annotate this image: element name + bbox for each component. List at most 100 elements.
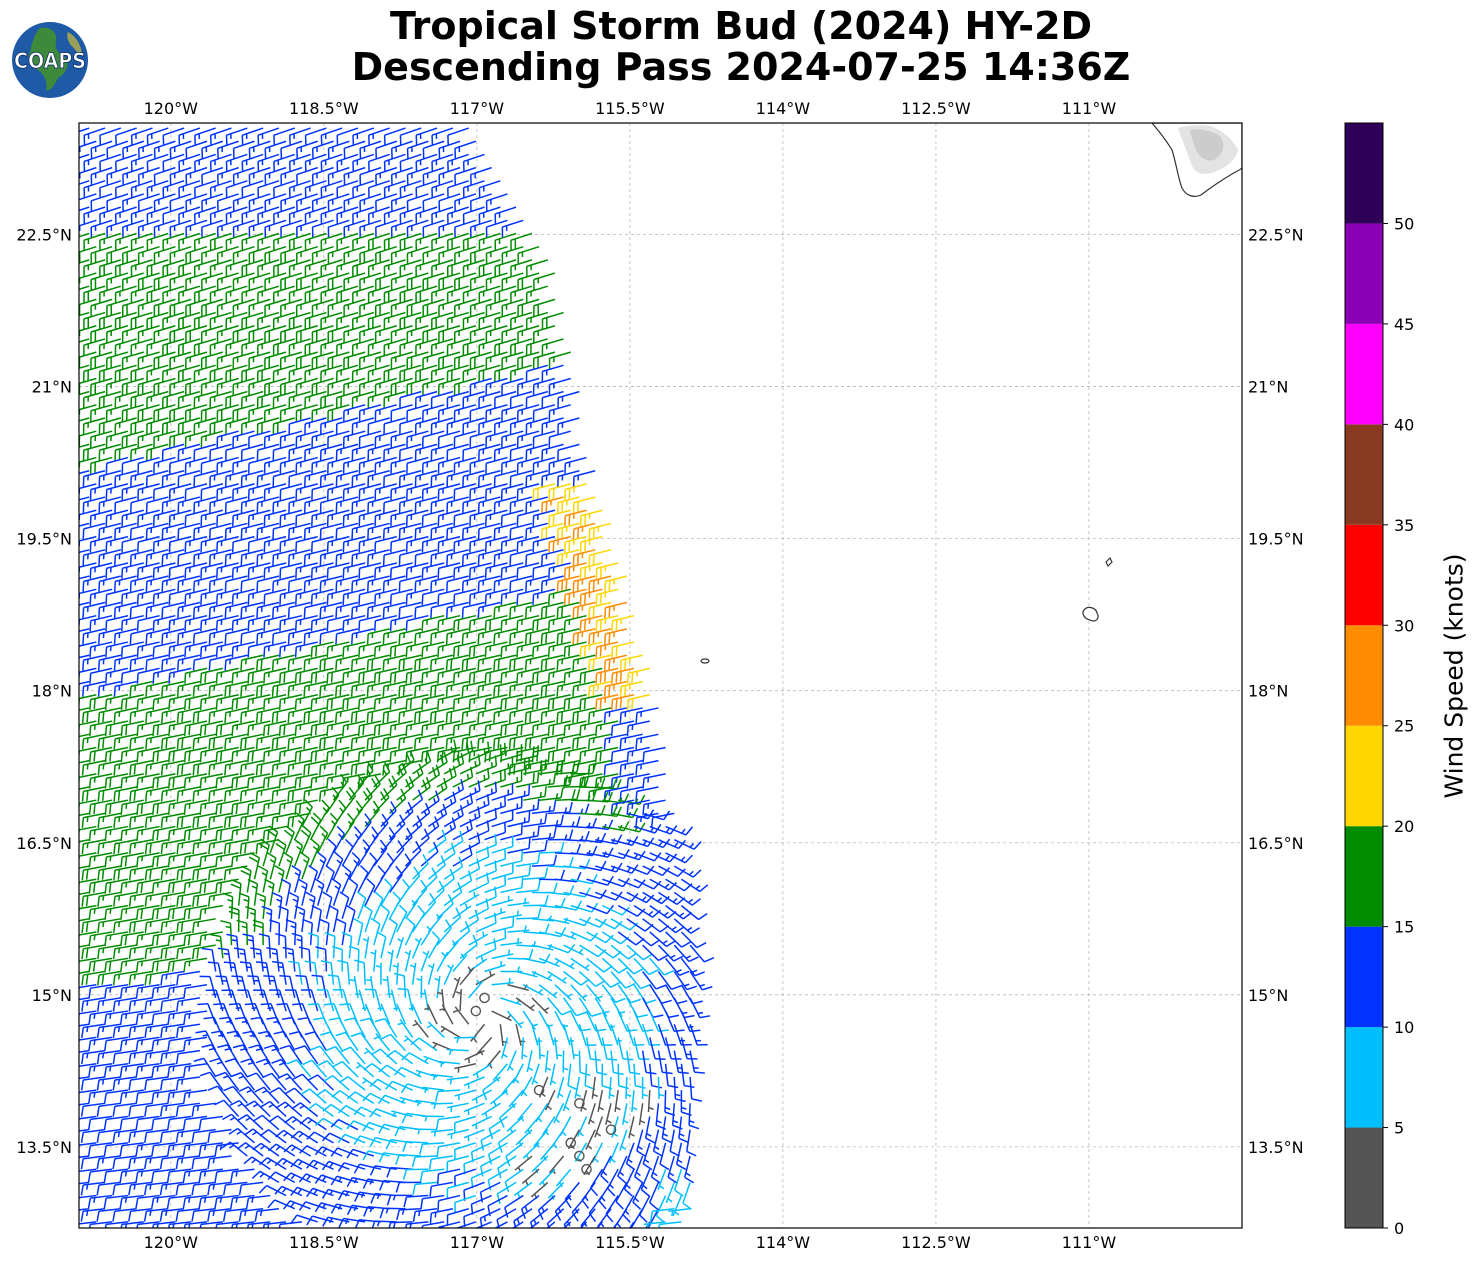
- wind-barb: [225, 180, 248, 199]
- wind-barb: [193, 259, 216, 277]
- wind-barb: [446, 311, 469, 330]
- wind-barb: [130, 127, 153, 146]
- wind-barb: [90, 298, 113, 317]
- wind-barb: [343, 325, 366, 343]
- lon-tick-label-top: 120°W: [144, 99, 199, 118]
- wind-barb: [311, 140, 334, 159]
- colorbar-tick-label: 50: [1394, 214, 1414, 233]
- lon-tick-label-bottom: 115.5°W: [595, 1233, 665, 1252]
- wind-barb: [327, 245, 350, 264]
- wind-barb: [311, 219, 334, 238]
- wind-barb: [114, 259, 137, 277]
- wind-barb: [137, 193, 160, 212]
- wind-barb: [122, 140, 145, 159]
- wind-barb: [121, 298, 144, 317]
- wind-barb: [169, 351, 192, 369]
- wind-barb: [185, 140, 208, 159]
- wind-barb: [194, 127, 216, 146]
- colorbar-tick-label: 0: [1394, 1219, 1404, 1238]
- wind-barb: [273, 259, 295, 277]
- wind-barb: [153, 166, 176, 185]
- wind-barb: [194, 180, 216, 199]
- wind-barb: [327, 166, 350, 185]
- wind-barb: [399, 311, 422, 330]
- wind-barb: [79, 311, 90, 317]
- colorbar-bin: [1345, 725, 1383, 827]
- wind-barb: [130, 259, 153, 277]
- wind-barb: [257, 232, 280, 251]
- wind-barb: [193, 338, 216, 356]
- wind-barb: [430, 338, 454, 356]
- wind-barb: [216, 245, 239, 264]
- wind-barb: [478, 259, 501, 277]
- wind-barb: [248, 351, 271, 369]
- wind-barb: [447, 206, 469, 225]
- wind-barb: [438, 140, 461, 159]
- wind-barb: [114, 232, 137, 251]
- lon-tick-label-bottom: 112.5°W: [901, 1233, 971, 1252]
- wind-barb: [106, 193, 129, 212]
- colorbar-bin: [1345, 625, 1383, 726]
- wind-barb: [193, 285, 216, 304]
- wind-barb: [336, 127, 359, 146]
- wind-barb: [304, 338, 327, 356]
- wind-barb: [501, 272, 524, 290]
- wind-barb: [367, 232, 390, 251]
- wind-barb: [462, 206, 485, 225]
- wind-barb: [200, 351, 224, 369]
- wind-barb: [295, 298, 318, 317]
- wind-barb: [295, 245, 318, 264]
- wind-barb: [320, 127, 343, 146]
- wind-barb: [469, 298, 492, 317]
- wind-barb: [232, 166, 255, 185]
- wind-barb: [343, 298, 366, 317]
- wind-barb: [469, 325, 492, 343]
- wind-barb: [232, 245, 255, 264]
- wind-barb: [296, 140, 318, 159]
- wind-barb: [415, 127, 438, 146]
- wind-barb: [343, 140, 366, 159]
- wind-barb: [114, 285, 137, 304]
- wind-barb: [272, 285, 295, 304]
- wind-barb: [146, 285, 169, 304]
- wind-barb: [83, 206, 106, 225]
- wind-barb: [232, 272, 255, 290]
- wind-barb: [469, 219, 492, 238]
- wind-barb: [517, 325, 540, 343]
- wind-barb: [225, 153, 248, 172]
- wind-barb: [153, 325, 176, 343]
- wind-barb: [169, 193, 192, 212]
- wind-barb: [351, 338, 375, 356]
- wind-barb: [288, 232, 311, 251]
- wind-barb: [137, 298, 160, 317]
- wind-barb: [494, 311, 517, 330]
- wind-barb: [178, 206, 201, 225]
- wind-barb: [311, 166, 334, 185]
- wind-barb: [106, 219, 129, 238]
- wind-barb: [280, 166, 303, 185]
- wind-barb: [264, 325, 287, 343]
- wind-barb: [257, 127, 280, 146]
- wind-barb: [106, 351, 129, 369]
- wind-barb: [225, 232, 248, 251]
- wind-barb: [162, 153, 185, 172]
- wind-barb: [478, 180, 501, 199]
- wind-barb: [162, 180, 185, 199]
- colorbar-ticks: 0 5 10 15 20 25 30 35 40 45 50: [1383, 214, 1414, 1238]
- wind-barb: [257, 285, 280, 304]
- wind-barb: [273, 232, 295, 251]
- wind-barb: [185, 245, 208, 264]
- wind-barb: [406, 219, 429, 238]
- wind-barb: [406, 193, 429, 212]
- wind-barb: [257, 311, 280, 330]
- wind-barb: [83, 232, 106, 251]
- wind-barb: [162, 285, 185, 304]
- wind-barb: [130, 311, 153, 330]
- wind-barb: [169, 325, 192, 343]
- colorbar-bin: [1345, 424, 1383, 525]
- wind-barb: [415, 180, 438, 199]
- wind-barb: [304, 206, 327, 225]
- wind-barb: [462, 232, 485, 251]
- wind-barb: [469, 193, 492, 212]
- colorbar-tick-label: 45: [1394, 315, 1414, 334]
